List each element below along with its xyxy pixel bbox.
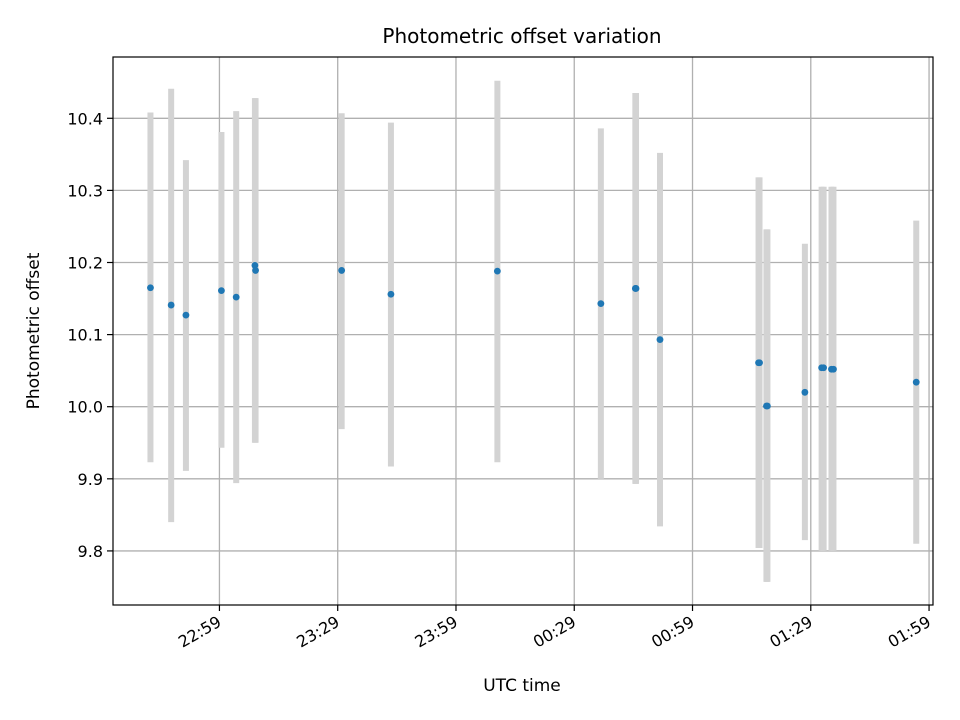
grid-lines: [113, 57, 933, 605]
y-tick-label: 9.8: [78, 542, 103, 561]
data-point: [756, 359, 763, 367]
y-tick-label: 10.1: [67, 326, 103, 345]
data-point: [912, 378, 920, 386]
data-point: [147, 284, 154, 292]
data-point: [830, 365, 837, 373]
data-point: [632, 285, 640, 292]
data-point: [820, 364, 828, 372]
y-axis-label: Photometric offset: [24, 252, 44, 409]
x-axis-label: UTC time: [483, 676, 561, 696]
data-point: [182, 311, 190, 319]
y-tick-label: 10.3: [67, 181, 103, 200]
data-point: [232, 293, 240, 301]
data-point: [493, 267, 501, 275]
data-point: [597, 300, 605, 307]
y-tick-label: 9.9: [78, 470, 103, 489]
data-point: [252, 267, 259, 274]
data-point: [338, 267, 346, 274]
data-point: [764, 402, 771, 410]
y-tick-label: 10.0: [67, 398, 103, 417]
y-axis-ticks: 9.8 9.9 10.0 10.1 10.2 10.3 10.4: [67, 109, 113, 561]
data-point: [218, 287, 225, 295]
y-tick-label: 10.2: [67, 254, 103, 273]
data-point: [801, 388, 809, 396]
data-point: [656, 336, 664, 344]
data-point: [387, 290, 395, 298]
data-point: [167, 301, 175, 309]
data-points: [147, 261, 920, 410]
chart-title: Photometric offset variation: [382, 24, 661, 48]
plot-area-frame: [112, 56, 934, 606]
y-tick-label: 10.4: [67, 109, 103, 128]
data-point: [251, 261, 259, 269]
